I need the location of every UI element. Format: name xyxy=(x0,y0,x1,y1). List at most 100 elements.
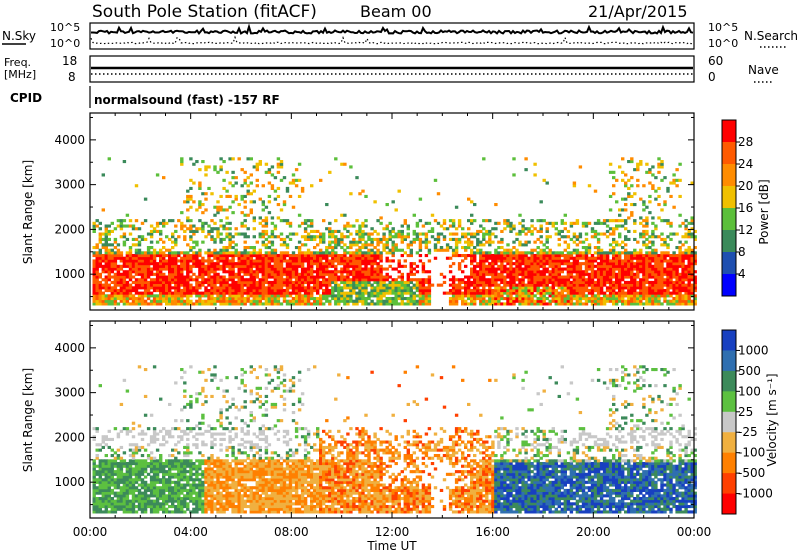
data-cell xyxy=(651,235,655,239)
data-cell xyxy=(687,235,691,239)
data-cell xyxy=(213,297,217,301)
data-cell xyxy=(681,221,685,225)
data-cell xyxy=(340,291,344,295)
data-cell xyxy=(174,251,178,255)
data-cell xyxy=(467,297,471,301)
data-cell xyxy=(621,157,625,161)
data-cell xyxy=(566,235,571,239)
data-cell xyxy=(192,224,196,228)
data-cell xyxy=(630,302,634,306)
data-cell xyxy=(482,243,486,247)
data-cell xyxy=(669,232,673,236)
data-cell xyxy=(125,480,130,484)
data-cell xyxy=(252,291,256,295)
data-cell xyxy=(457,291,462,295)
data-cell xyxy=(279,254,284,258)
data-cell xyxy=(125,289,130,293)
data-cell xyxy=(113,494,118,498)
data-cell xyxy=(177,283,181,287)
data-cell xyxy=(180,294,184,298)
data-cell xyxy=(612,280,616,284)
data-cell xyxy=(364,219,368,223)
data-cell xyxy=(337,256,341,260)
data-cell xyxy=(476,275,480,279)
data-cell xyxy=(621,267,625,271)
data-cell xyxy=(400,302,404,306)
data-cell xyxy=(482,232,486,236)
data-cell xyxy=(168,280,172,284)
data-cell xyxy=(482,289,486,293)
data-cell xyxy=(249,157,253,161)
data-cell xyxy=(361,251,365,255)
data-cell xyxy=(639,216,643,220)
data-cell xyxy=(198,254,202,258)
data-cell xyxy=(581,270,586,274)
data-cell xyxy=(258,294,262,298)
data-cell xyxy=(125,432,130,436)
data-cell xyxy=(663,289,667,293)
data-cell xyxy=(593,286,598,290)
data-cell xyxy=(394,283,398,287)
data-cell xyxy=(518,297,522,301)
data-cell xyxy=(243,170,247,174)
data-cell xyxy=(551,256,555,260)
data-cell xyxy=(119,254,124,258)
data-cell xyxy=(470,232,474,236)
data-cell xyxy=(195,286,199,290)
data-cell xyxy=(418,291,423,295)
data-cell xyxy=(627,178,631,182)
data-cell xyxy=(98,272,102,276)
data-cell xyxy=(503,251,507,255)
data-cell xyxy=(639,286,643,290)
data-cell xyxy=(198,200,202,204)
data-cell xyxy=(113,502,118,506)
data-cell xyxy=(134,248,139,252)
data-cell xyxy=(512,224,516,228)
data-cell xyxy=(189,291,193,295)
colorbar-swatch xyxy=(722,274,736,297)
data-cell xyxy=(131,302,136,306)
data-cell xyxy=(524,256,528,260)
data-cell xyxy=(379,259,383,263)
data-cell xyxy=(195,227,199,231)
data-cell xyxy=(633,248,637,252)
data-cell xyxy=(267,275,272,279)
data-cell xyxy=(527,283,531,287)
data-cell xyxy=(409,267,413,271)
data-cell xyxy=(690,227,694,231)
data-cell xyxy=(149,294,154,298)
data-cell xyxy=(693,297,697,301)
data-cell xyxy=(376,248,380,252)
data-cell xyxy=(599,232,604,236)
data-cell xyxy=(494,203,498,207)
data-cell xyxy=(385,237,389,241)
data-cell xyxy=(482,157,486,161)
data-cell xyxy=(110,256,114,260)
data-cell xyxy=(334,280,338,284)
data-cell xyxy=(373,256,377,260)
data-cell xyxy=(101,470,105,474)
data-cell xyxy=(276,286,281,290)
data-cell xyxy=(663,259,667,263)
data-cell xyxy=(624,203,628,207)
data-cell xyxy=(92,470,96,474)
data-cell xyxy=(346,224,350,228)
data-cell xyxy=(101,510,105,514)
data-cell xyxy=(116,243,121,247)
data-cell xyxy=(219,205,223,209)
data-cell xyxy=(264,272,269,276)
data-cell xyxy=(596,219,601,223)
data-cell xyxy=(294,302,299,306)
data-cell xyxy=(479,259,483,263)
data-cell xyxy=(521,280,525,284)
data-cell xyxy=(645,221,649,225)
data-cell xyxy=(642,256,646,260)
data-cell xyxy=(454,299,459,303)
data-cell xyxy=(557,272,561,276)
data-cell xyxy=(288,264,293,268)
data-cell xyxy=(551,291,555,295)
data-cell xyxy=(300,251,305,255)
data-cell xyxy=(678,264,682,268)
data-cell xyxy=(518,302,522,306)
data-cell xyxy=(675,286,679,290)
